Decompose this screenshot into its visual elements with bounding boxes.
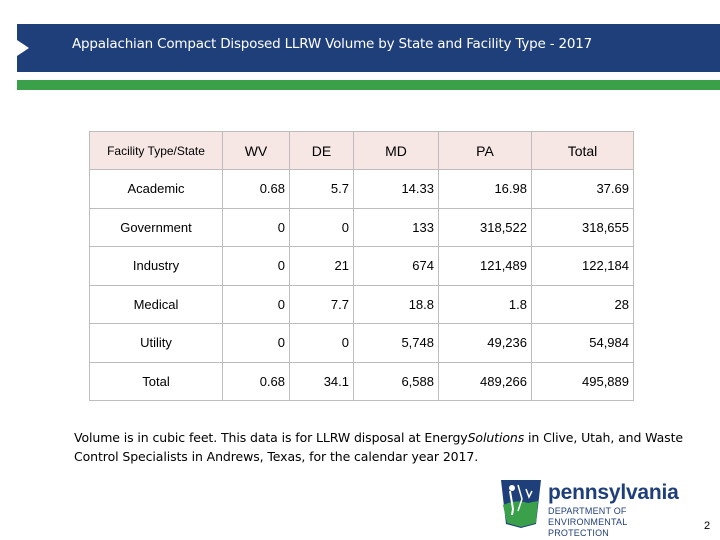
column-header: DE <box>289 131 354 170</box>
table-cell: 16.98 <box>438 169 532 209</box>
column-header: PA <box>438 131 532 170</box>
table-header-row: Facility Type/State WV DE MD PA Total <box>89 131 634 170</box>
table-row: Medical 0 7.7 18.8 1.8 28 <box>89 284 634 324</box>
table-cell: 121,489 <box>438 246 532 286</box>
keystone-icon <box>501 480 541 528</box>
logo-subtitle: DEPARTMENT OF ENVIRONMENTAL PROTECTION <box>548 506 698 539</box>
table-cell: 28 <box>531 284 634 324</box>
column-header: Total <box>531 131 634 170</box>
table-cell: 18.8 <box>353 284 439 324</box>
accent-bar <box>17 80 720 90</box>
column-header: WV <box>222 131 290 170</box>
table-row: Utility 0 0 5,748 49,236 54,984 <box>89 323 634 363</box>
page-number: 2 <box>704 520 711 532</box>
table-cell: 34.1 <box>289 361 354 401</box>
logo-wordmark: pennsylvania <box>548 481 679 504</box>
table-cell: 37.69 <box>531 169 634 209</box>
table-cell: 489,266 <box>438 361 532 401</box>
row-label: Government <box>89 207 223 247</box>
table-cell: 0 <box>289 207 354 247</box>
column-header: Facility Type/State <box>89 131 223 170</box>
row-label: Academic <box>89 169 223 209</box>
table-row: Academic 0.68 5.7 14.33 16.98 37.69 <box>89 169 634 209</box>
table-cell: 54,984 <box>531 323 634 363</box>
volume-table: Facility Type/State WV DE MD PA Total Ac… <box>89 131 634 401</box>
row-label: Medical <box>89 284 223 324</box>
column-header: MD <box>353 131 439 170</box>
bullet-arrow-icon <box>17 40 29 56</box>
dep-logo: pennsylvania DEPARTMENT OF ENVIRONMENTAL… <box>498 479 698 538</box>
footnote-text: Volume is in cubic feet. This data is fo… <box>74 430 468 445</box>
table-row-total: Total 0.68 34.1 6,588 489,266 495,889 <box>89 361 634 401</box>
table-row: Government 0 0 133 318,522 318,655 <box>89 207 634 247</box>
slide-title: Appalachian Compact Disposed LLRW Volume… <box>72 36 593 52</box>
table-cell: 0.68 <box>222 361 290 401</box>
table-cell: 0 <box>289 323 354 363</box>
table-cell: 7.7 <box>289 284 354 324</box>
table-cell: 318,655 <box>531 207 634 247</box>
table-cell: 318,522 <box>438 207 532 247</box>
table-cell: 1.8 <box>438 284 532 324</box>
logo-subtitle-line: PROTECTION <box>548 528 610 538</box>
row-label: Utility <box>89 323 223 363</box>
table-cell: 0 <box>222 207 290 247</box>
logo-subtitle-line: DEPARTMENT OF ENVIRONMENTAL <box>548 506 628 527</box>
table-cell: 0 <box>222 323 290 363</box>
row-label: Total <box>89 361 223 401</box>
footnote-company-emphasis: Solutions <box>467 430 525 445</box>
footnote-text-continued: in Clive, Utah, and Waste Control Specia… <box>74 430 683 464</box>
table-cell: 133 <box>353 207 439 247</box>
table-cell: 6,588 <box>353 361 439 401</box>
table-cell: 0.68 <box>222 169 290 209</box>
table-cell: 14.33 <box>353 169 439 209</box>
row-label: Industry <box>89 246 223 286</box>
table-cell: 21 <box>289 246 354 286</box>
table-cell: 0 <box>222 284 290 324</box>
table-cell: 495,889 <box>531 361 634 401</box>
footnote: Volume is in cubic feet. This data is fo… <box>74 428 694 466</box>
table-cell: 674 <box>353 246 439 286</box>
table-cell: 5,748 <box>353 323 439 363</box>
table-cell: 122,184 <box>531 246 634 286</box>
table-cell: 0 <box>222 246 290 286</box>
table-row: Industry 0 21 674 121,489 122,184 <box>89 246 634 286</box>
title-bar <box>17 24 720 72</box>
table-cell: 5.7 <box>289 169 354 209</box>
table-cell: 49,236 <box>438 323 532 363</box>
